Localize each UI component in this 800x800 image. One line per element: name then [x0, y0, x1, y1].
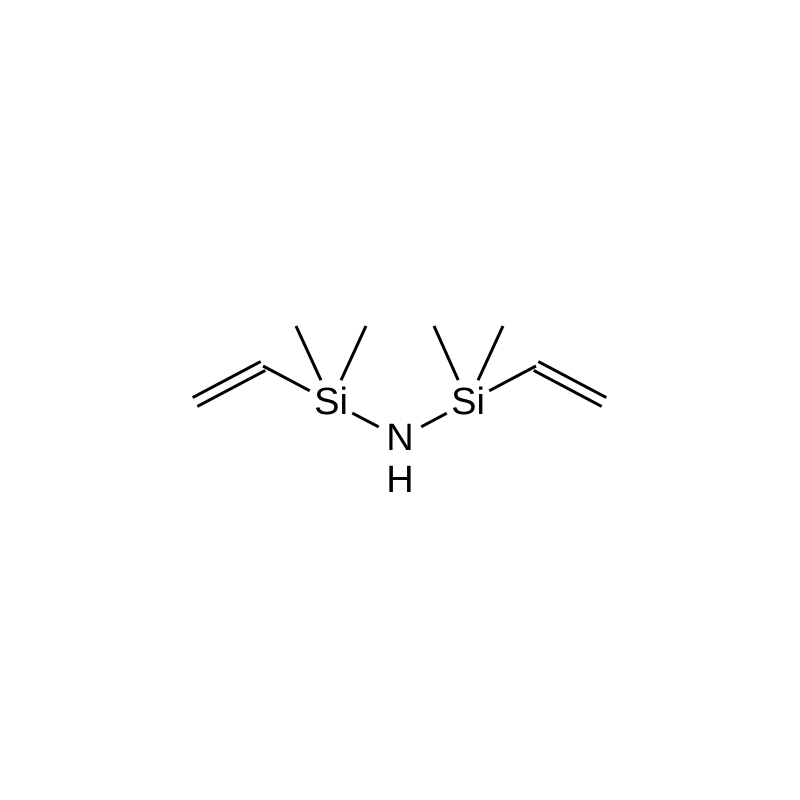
bond: [434, 326, 458, 380]
bond: [352, 413, 378, 427]
atom-label-h: H: [386, 459, 413, 501]
bond: [341, 326, 366, 380]
atom-label-si2: Si: [451, 381, 485, 423]
bond: [263, 366, 310, 391]
bond: [296, 326, 321, 380]
bond: [478, 326, 503, 380]
atom-label-n: N: [386, 417, 413, 459]
molecule-diagram: Si NH Si: [0, 0, 800, 800]
bond: [489, 366, 536, 391]
bond: [421, 413, 447, 427]
atom-label-si1: Si: [314, 381, 348, 423]
